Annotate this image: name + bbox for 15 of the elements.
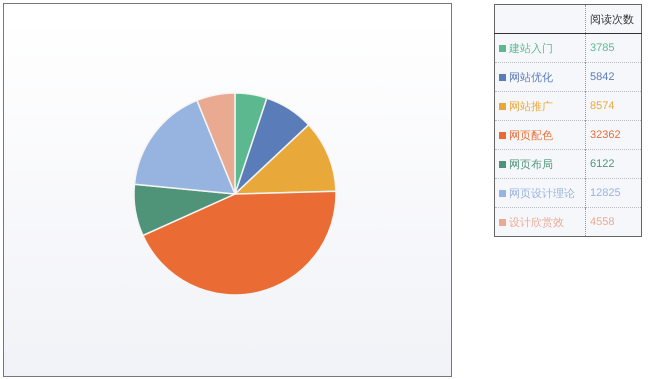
legend-label: 网站优化 (494, 62, 586, 92)
legend-label: 网页设计理论 (494, 178, 586, 208)
legend-title: 阅读次数 (589, 12, 635, 28)
legend-label: 设计欣赏效 (494, 208, 586, 236)
legend-label: 建站入门 (494, 34, 586, 62)
data-label: 4558 (589, 215, 616, 230)
data-label: 8574 (589, 99, 616, 114)
data-label: 6122 (589, 157, 616, 172)
legend-label: 网页布局 (494, 150, 586, 178)
data-label: 12825 (589, 186, 622, 201)
data-label: 5842 (589, 70, 616, 85)
data-label: 3785 (589, 41, 616, 56)
legend-label: 网站推广 (494, 92, 586, 120)
data-label: 32362 (589, 128, 622, 143)
legend-label: 网页配色 (494, 120, 586, 150)
